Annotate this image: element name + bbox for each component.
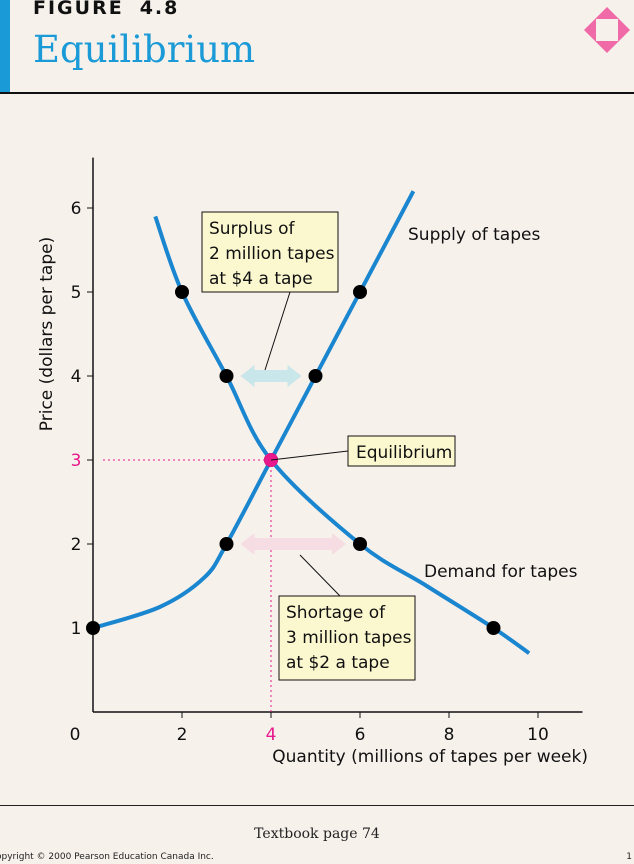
demand-label: Demand for tapes — [424, 562, 578, 582]
x-tick-label: 4 — [266, 725, 277, 745]
accent-bar — [0, 0, 10, 92]
surplus-arrow — [240, 365, 302, 387]
supply-label: Supply of tapes — [408, 225, 540, 245]
y-tick-label: 2 — [71, 535, 82, 555]
x-tick-label: 2 — [177, 725, 188, 745]
shortage-label: 3 million tapes — [286, 628, 412, 648]
figure-label: FIGURE 4.8 — [33, 0, 179, 19]
shortage-box — [278, 595, 416, 681]
demand-point — [175, 285, 189, 299]
figure-word: FIGURE — [33, 0, 124, 19]
figure-title: Equilibrium — [33, 28, 256, 71]
equilibrium-box — [347, 435, 456, 467]
diamond-icon — [584, 7, 630, 53]
surplus-box — [201, 211, 339, 293]
surplus-label: 2 million tapes — [209, 244, 335, 264]
surplus-label: Surplus of — [209, 219, 296, 239]
supply-point — [219, 537, 234, 551]
page-number: 1 — [626, 852, 632, 862]
x-tick-label: 0 — [70, 725, 81, 745]
x-tick-label: 10 — [527, 725, 549, 745]
y-axis-label: Price (dollars per tape) — [37, 237, 57, 431]
shortage-leader — [299, 554, 341, 597]
supply-point — [353, 285, 367, 299]
shortage-label: Shortage of — [286, 603, 386, 623]
shortage-label: at $2 a tape — [286, 653, 390, 673]
demand-curve — [153, 215, 531, 655]
y-tick-label: 4 — [71, 367, 82, 387]
x-axis-label: Quantity (millions of tapes per week) — [272, 747, 588, 767]
header-rule — [0, 92, 634, 94]
demand-point — [219, 369, 234, 383]
equilibrium-label: Equilibrium — [356, 443, 452, 463]
figure-number: 4.8 — [139, 0, 180, 19]
supply-point — [86, 621, 100, 635]
equilibrium-leader — [270, 450, 349, 461]
shortage-arrow — [240, 533, 346, 555]
surplus-leader — [264, 291, 291, 371]
x-tick-label: 6 — [355, 725, 366, 745]
demand-point — [353, 537, 367, 551]
copyright: opyright © 2000 Pearson Education Canada… — [0, 852, 214, 862]
surplus-label: at $4 a tape — [209, 269, 313, 289]
supply-point — [308, 369, 323, 383]
page-reference: Textbook page 74 — [254, 826, 380, 842]
footer-rule — [0, 805, 634, 806]
y-tick-label: 3 — [71, 451, 82, 471]
y-tick-label: 5 — [71, 283, 82, 303]
y-tick-label: 6 — [71, 199, 82, 219]
y-tick-label: 1 — [71, 619, 82, 639]
demand-point — [486, 621, 501, 635]
x-tick-label: 8 — [444, 725, 455, 745]
